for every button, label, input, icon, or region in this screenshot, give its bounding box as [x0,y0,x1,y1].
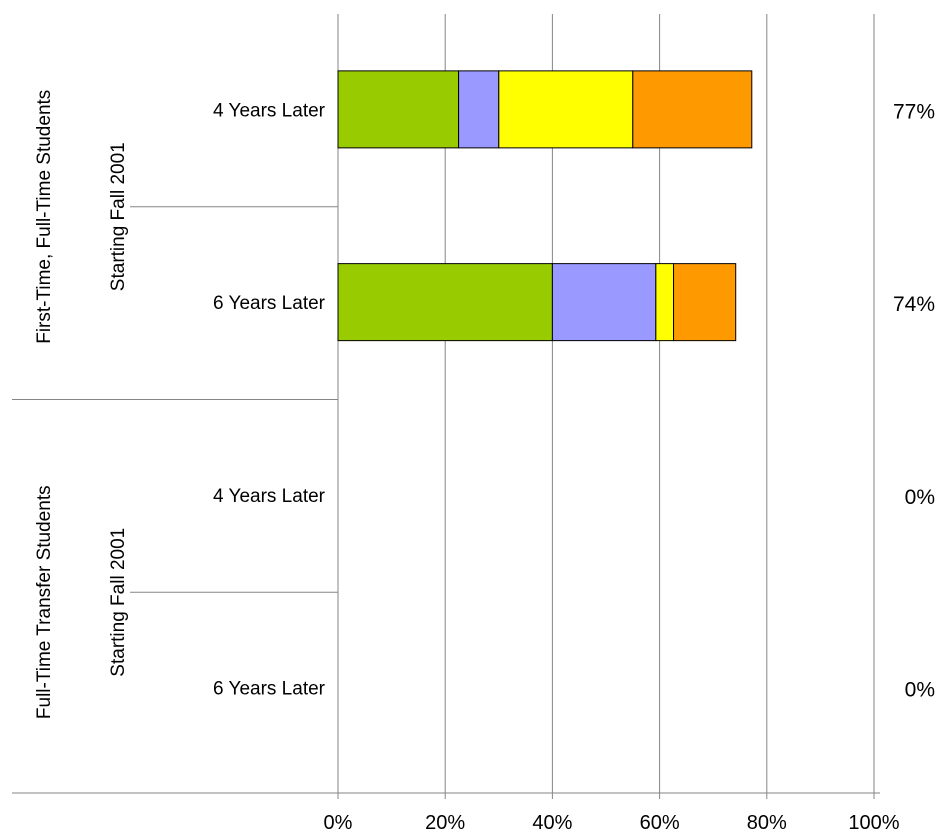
row-label: 4 Years Later [213,100,326,121]
x-tick-label: 20% [425,812,465,834]
bar-segment [498,70,634,149]
group-label: First-Time, Full-Time Students [34,90,55,344]
total-label: 74% [893,293,935,316]
labels: 0% 20% 40% 60% 80% 100% First-Time, Full-Time … [34,90,935,834]
category-separators [12,206,880,794]
total-label: 0% [905,679,935,702]
x-tick-label: 0% [324,812,353,834]
bar-segment [632,70,753,149]
x-tick-label: 40% [532,812,572,834]
group-sublabel: Starting Fall 2001 [108,142,129,291]
row-label: 6 Years Later [213,293,326,314]
row-label: 4 Years Later [213,486,326,507]
x-tick-label: 100% [848,812,899,834]
row-label: 6 Years Later [213,679,326,700]
bar-segment [673,263,737,342]
x-tick-label: 80% [747,812,787,834]
group-sublabel: Starting Fall 2001 [108,528,129,677]
bar-segment [458,70,500,149]
group-label: Full-Time Transfer Students [34,485,55,719]
bar-segment [337,263,553,342]
bar-segment [551,263,657,342]
total-label: 77% [893,100,935,123]
bar-segment [655,263,675,342]
x-tick-label: 60% [640,812,680,834]
bar-segment [337,70,460,149]
total-label: 0% [905,486,935,509]
bars [337,70,753,342]
